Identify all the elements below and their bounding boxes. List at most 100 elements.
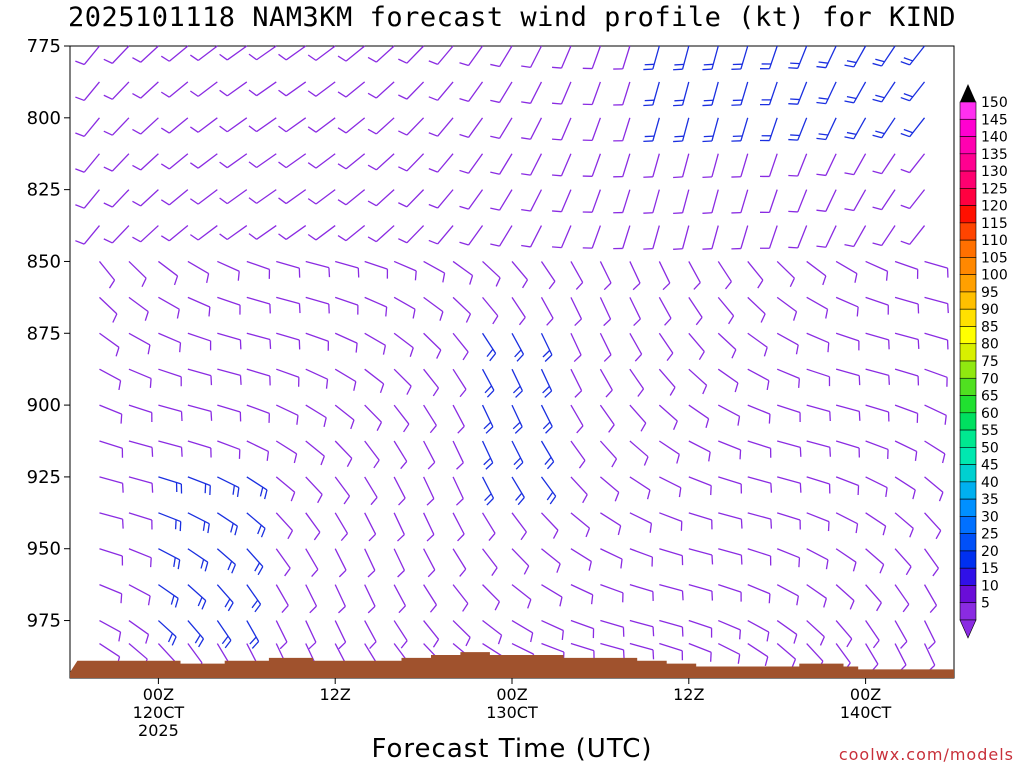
wind-barb — [835, 296, 859, 317]
wind-barb — [428, 189, 454, 209]
wind-barb — [128, 512, 153, 530]
wind-barb — [658, 404, 678, 430]
wind-barb — [540, 297, 554, 326]
wind-barb — [158, 440, 183, 457]
wind-barb — [364, 260, 389, 279]
x-axis-label: Forecast Time (UTC) — [371, 734, 653, 764]
surface-ground — [70, 652, 954, 678]
wind-barb — [688, 404, 710, 428]
wind-barb — [459, 153, 484, 174]
wind-barb — [364, 404, 383, 431]
colorbar-swatch — [959, 533, 977, 552]
wind-barb — [307, 81, 336, 97]
wind-barb — [160, 153, 189, 170]
wind-barb — [216, 512, 238, 536]
wind-barb — [219, 81, 248, 97]
wind-barb — [788, 45, 808, 69]
wind-barb — [659, 584, 684, 601]
wind-barb — [75, 225, 100, 245]
wind-barb — [747, 332, 768, 357]
wind-barb — [459, 225, 484, 246]
wind-barb — [844, 153, 867, 176]
wind-barb — [582, 153, 602, 177]
wind-barb — [187, 476, 211, 496]
wind-barb — [747, 368, 770, 391]
wind-barb — [305, 404, 327, 428]
wind-barb — [747, 404, 771, 424]
colorbar-label: 25 — [981, 527, 999, 543]
wind-barb — [459, 81, 484, 103]
wind-barb — [128, 368, 152, 388]
wind-barb — [364, 368, 385, 394]
wind-barb — [688, 476, 712, 496]
wind-barb — [717, 261, 732, 290]
wind-barb — [760, 117, 778, 142]
wind-barb — [570, 584, 594, 605]
wind-barb — [731, 117, 749, 142]
wind-barb — [307, 153, 336, 169]
wind-barb — [248, 81, 277, 97]
wind-barb — [305, 620, 317, 650]
colorbar-swatch — [959, 377, 977, 396]
wind-barb — [552, 81, 572, 105]
wind-barb — [923, 584, 938, 613]
wind-barb — [894, 476, 916, 500]
wind-barb — [278, 225, 307, 240]
source-credit[interactable]: coolwx.com/models — [838, 745, 1014, 764]
x-tick-label: 12Z — [320, 685, 351, 704]
wind-barb — [452, 296, 472, 323]
wind-barb — [219, 117, 248, 133]
wind-barb — [482, 296, 499, 325]
wind-barb — [423, 584, 437, 613]
wind-barb — [747, 584, 771, 604]
wind-barb — [924, 368, 948, 387]
wind-barb — [428, 117, 454, 137]
wind-barb — [629, 548, 654, 567]
wind-barb — [246, 620, 260, 649]
wind-barb — [187, 548, 209, 572]
wind-barb — [275, 512, 294, 540]
wind-barb — [844, 81, 867, 104]
wind-barb — [702, 45, 719, 71]
wind-barb — [570, 297, 583, 327]
wind-barb — [673, 225, 690, 250]
wind-barb — [398, 45, 425, 64]
wind-barb — [540, 476, 557, 505]
wind-barb — [776, 620, 798, 644]
wind-barb — [490, 117, 513, 139]
wind-barb — [776, 548, 801, 568]
wind-barb — [688, 512, 713, 530]
wind-barb — [865, 620, 880, 649]
wind-barb — [816, 153, 837, 177]
wind-barb — [521, 45, 543, 69]
wind-barb — [894, 404, 919, 423]
wind-barb — [900, 189, 926, 210]
colorbar-label: 100 — [981, 268, 1008, 284]
wind-barb — [187, 620, 205, 648]
wind-barb — [490, 81, 513, 104]
wind-barb — [760, 45, 778, 70]
wind-barb — [643, 225, 660, 250]
wind-barb — [481, 476, 495, 506]
pressure-axis: 775 800 825 850 875 900 925 950 975 — [27, 36, 70, 632]
wind-barb — [717, 642, 741, 664]
wind-barb — [219, 153, 248, 169]
wind-barb — [613, 153, 631, 178]
wind-barb — [452, 404, 465, 434]
wind-barb — [103, 117, 130, 136]
wind-barb — [835, 332, 860, 351]
wind-barb — [99, 476, 124, 493]
wind-barb — [659, 512, 683, 531]
wind-barb — [398, 117, 425, 136]
wind-barb — [552, 153, 572, 177]
wind-barb — [246, 332, 272, 349]
wind-barb — [688, 619, 713, 638]
colorbar-swatch — [959, 308, 977, 327]
wind-barb — [835, 440, 860, 458]
wind-barb — [158, 260, 179, 286]
wind-barb — [702, 189, 719, 214]
wind-barb — [334, 476, 351, 505]
wind-barb — [511, 619, 534, 643]
wind-barb — [367, 225, 395, 243]
wind-barb — [731, 81, 749, 106]
